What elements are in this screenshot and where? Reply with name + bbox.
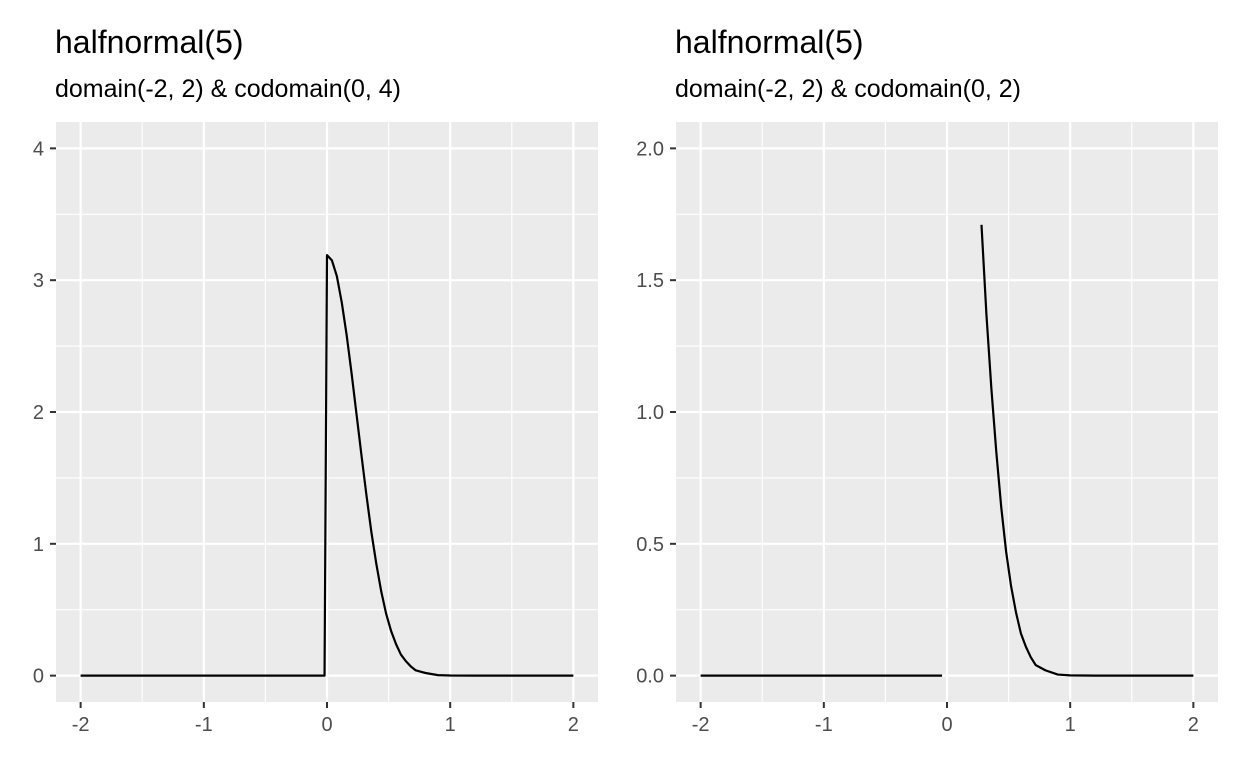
y-tick-label: 1.0 — [636, 402, 664, 424]
x-tick-label: 1 — [1065, 714, 1076, 736]
chart-title: halfnormal(5) — [55, 24, 244, 60]
chart-subtitle: domain(-2, 2) & codomain(0, 2) — [675, 75, 1021, 103]
series-line — [980, 224, 1194, 677]
x-tick-label: 0 — [321, 714, 332, 736]
x-tick-label: 2 — [1188, 714, 1199, 736]
plot-area: 0 1 2 3 4 -2 -1 0 1 2 — [33, 122, 598, 736]
x-tick-label: 1 — [445, 714, 456, 736]
x-tick-label: 2 — [568, 714, 579, 736]
y-tick-label: 1 — [33, 534, 44, 556]
y-tick-label: 0 — [33, 666, 44, 688]
y-tick-label: 2 — [33, 402, 44, 424]
chart-panel-right: halfnormal(5) domain(-2, 2) & codomain(0… — [620, 0, 1240, 768]
x-tick-label: -2 — [692, 714, 710, 736]
y-tick-label: 3 — [33, 270, 44, 292]
chart-title: halfnormal(5) — [675, 24, 864, 60]
y-tick-label: 2.0 — [636, 138, 664, 160]
y-tick-label: 1.5 — [636, 270, 664, 292]
chart-panel-left: halfnormal(5) domain(-2, 2) & codomain(0… — [0, 0, 620, 768]
chart-subtitle: domain(-2, 2) & codomain(0, 4) — [55, 75, 401, 103]
x-tick-label: -1 — [815, 714, 833, 736]
y-tick-label: 4 — [33, 138, 44, 160]
y-tick-label: 0.0 — [636, 666, 664, 688]
y-tick-label: 0.5 — [636, 534, 664, 556]
x-tick-label: -2 — [72, 714, 90, 736]
plot-area: 0.0 0.5 1.0 1.5 2.0 -2 -1 0 1 2 — [636, 122, 1218, 736]
x-tick-label: -1 — [195, 714, 213, 736]
series-line — [80, 254, 574, 677]
x-tick-label: 0 — [941, 714, 952, 736]
